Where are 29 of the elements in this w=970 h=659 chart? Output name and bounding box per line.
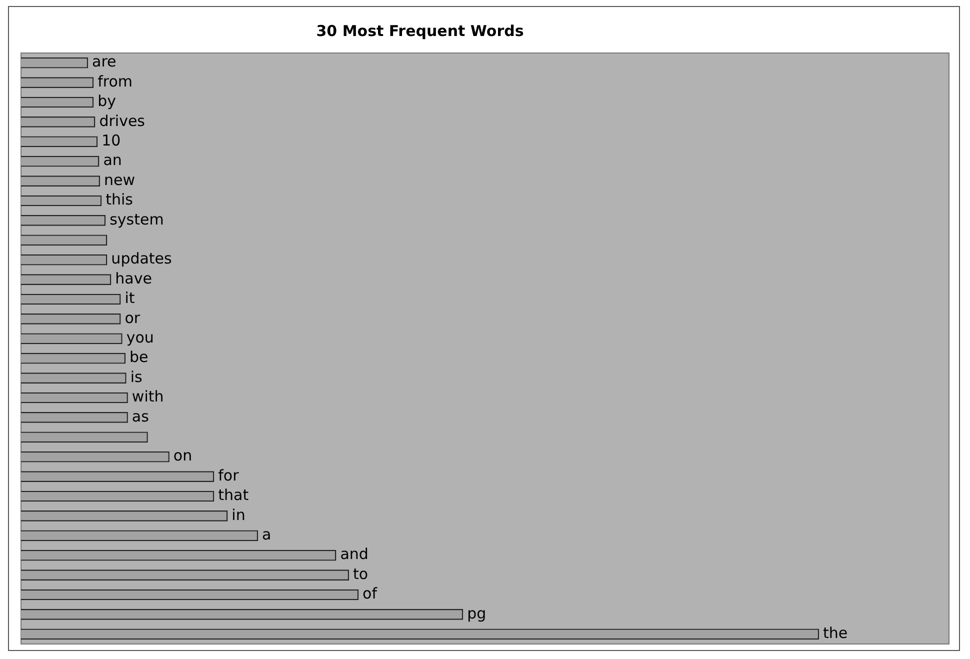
y-tick-label: updates — [111, 250, 172, 268]
y-tick-label: with — [132, 388, 164, 406]
y-tick-label: or — [124, 308, 141, 327]
y-tick-label: for — [218, 466, 240, 484]
y-tick-label: 10 — [102, 132, 121, 150]
y-tick-label: the — [823, 624, 848, 642]
y-tick-label: by — [98, 92, 116, 110]
y-tick-label: in — [232, 506, 246, 524]
chart-title: 30 Most Frequent Words — [316, 22, 524, 40]
y-tick-label: are — [92, 52, 116, 71]
y-tick-label: is — [130, 368, 143, 386]
y-tick-label: this — [106, 190, 134, 209]
y-tick-label: an — [103, 151, 122, 170]
y-tick-label: it — [124, 289, 135, 308]
y-tick-label: as — [132, 407, 150, 426]
y-tick-label: system — [110, 210, 164, 228]
y-tick-label: drives — [99, 112, 146, 130]
y-tick-label: to — [352, 564, 368, 583]
y-tick-label: be — [130, 348, 148, 366]
y-tick-label: on — [173, 446, 192, 465]
y-tick-label: a — [262, 526, 272, 544]
y-tick-label: pg — [467, 604, 486, 622]
y-tick-label: new — [104, 170, 136, 189]
y-tick-label: from — [98, 72, 133, 90]
y-tick-label: that — [218, 486, 249, 504]
y-tick-label: have — [115, 269, 152, 288]
y-tick-label: and — [340, 545, 368, 564]
y-tick-label: you — [126, 328, 154, 347]
y-tick-label: of — [362, 584, 378, 603]
